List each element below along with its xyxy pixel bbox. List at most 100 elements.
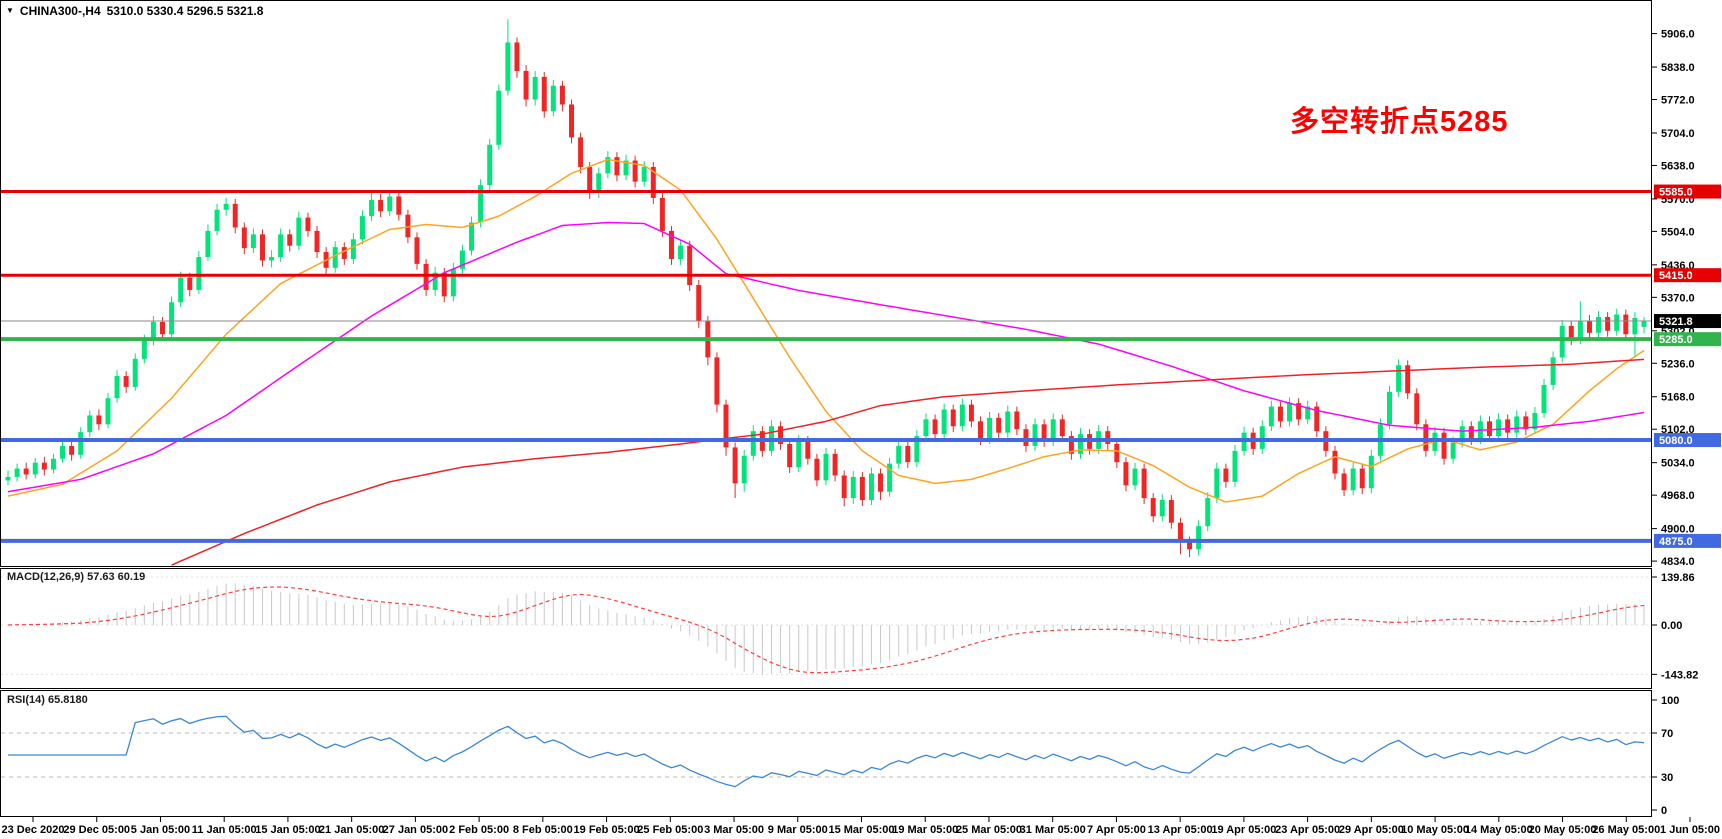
candle [659,193,665,237]
price-axis-label: 4834.0 [1661,556,1695,568]
candle [1541,379,1547,418]
candle-body [805,441,811,459]
macd-axis-label: 0.00 [1661,620,1682,632]
candle-body [950,409,956,427]
candle-body [687,245,693,286]
candle [259,229,265,267]
candle [1268,400,1274,432]
candle [678,239,684,265]
candle-body [841,475,847,499]
candle [205,224,211,261]
candle-body [632,160,638,182]
price-axis-label: 5838.0 [1661,62,1695,74]
candle-body [905,445,911,463]
candle-body [1396,365,1402,392]
candle-body [459,250,465,269]
candle [778,421,784,450]
candle [1532,407,1538,435]
candle-body [1559,325,1565,358]
candle-body [114,376,120,399]
candle [623,154,629,181]
rsi-panel[interactable] [0,690,1652,817]
time-axis-label: 7 Apr 05:00 [1087,824,1146,836]
candle-body [1614,314,1620,331]
candle [723,399,729,456]
candle-body [1387,391,1393,425]
candle-body [1141,468,1147,499]
candle-body [1150,498,1156,517]
price-axis-label: 5906.0 [1661,29,1695,41]
candle-body [287,234,293,246]
candle [1196,520,1202,556]
candle-body [596,173,602,192]
candle-body [750,431,756,456]
time-axis-label: 10 May 05:00 [1401,824,1469,836]
candle [1059,414,1065,442]
candle [532,70,538,106]
time-axis-label: 23 Apr 05:00 [1275,824,1340,836]
candle [1550,351,1556,390]
candle [1514,410,1520,438]
candle [487,138,493,191]
candle [1505,414,1511,439]
candle [332,241,338,273]
candle-body [614,157,620,176]
candle-body [968,404,974,422]
candle [1223,463,1229,488]
candle-body [650,166,656,198]
candle-body [623,160,629,176]
candle [750,425,756,461]
price-level-badge: 5080.0 [1654,433,1721,448]
price-panel[interactable] [0,0,1652,567]
price-levels-layer [1,190,1651,543]
candle-body [23,468,29,475]
candle-body [605,157,611,174]
candle-body [1296,403,1302,420]
candle [1214,462,1220,504]
candle-body [60,445,66,459]
candle [523,65,529,107]
rsi-axis-label: 70 [1661,728,1673,740]
candle-body [896,445,902,464]
candle-body [859,476,865,501]
candle-body [987,417,993,440]
time-axis-label: 15 Jan 05:00 [255,824,320,836]
time-axis-label: 11 Jan 05:00 [192,824,257,836]
price-level-badge: 5415.0 [1654,268,1721,283]
candle [50,453,56,474]
chart-title[interactable]: ▼ CHINA300-,H4 5310.0 5330.4 5296.5 5321… [6,4,263,18]
candle [378,194,384,218]
candle [1005,405,1011,438]
macd-layer [1,576,1651,675]
candle-body [1459,426,1465,443]
candle [514,37,520,78]
candle-body [369,199,375,217]
candle-body [296,217,302,246]
candle [1414,388,1420,431]
rsi-axis-label: 0 [1661,805,1667,817]
candle-body [341,247,347,259]
candle [169,296,175,339]
macd-panel[interactable] [0,568,1652,689]
candle-body [1177,522,1183,543]
candle-body [178,277,184,303]
candle-body [1077,434,1083,454]
candle-body [1486,421,1492,437]
symbol-dropdown-icon[interactable]: ▼ [6,6,14,15]
price-axis[interactable]: 5906.05838.05772.05704.05638.05570.05504… [1652,29,1721,817]
candle-body [150,321,156,341]
candle [23,462,29,480]
candle-body [1114,443,1120,463]
annotation-text: 多空转折点5285 [1290,106,1509,138]
candle [923,413,929,442]
candle [1287,397,1293,427]
candle [787,439,793,473]
candle [1232,444,1238,487]
price-axis-label: 4900.0 [1661,524,1695,536]
candle-body [1423,424,1429,451]
candle [1632,312,1638,357]
candle-body [1514,416,1520,433]
